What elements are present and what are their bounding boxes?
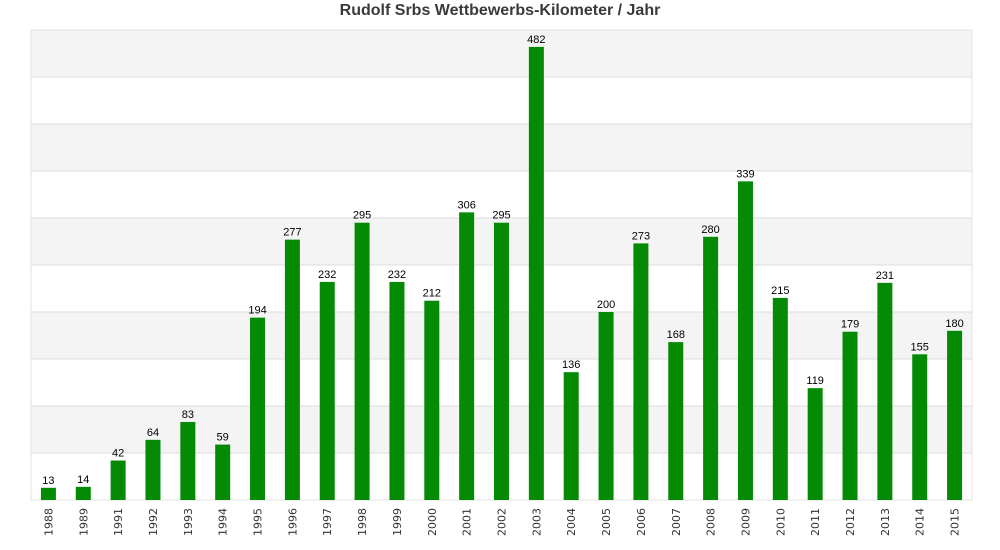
bar bbox=[284, 239, 300, 500]
data-label: 14 bbox=[77, 474, 89, 486]
x-tick-label: 2015 bbox=[949, 508, 962, 536]
data-label: 231 bbox=[876, 270, 894, 282]
bar bbox=[424, 300, 440, 500]
data-label: 212 bbox=[423, 288, 441, 300]
x-tick-label: 1997 bbox=[321, 508, 334, 536]
x-tick-label: 1988 bbox=[42, 508, 55, 536]
x-tick-label: 2000 bbox=[426, 508, 439, 536]
bar bbox=[494, 222, 509, 500]
bar bbox=[40, 487, 56, 500]
bar bbox=[598, 312, 614, 500]
data-label: 280 bbox=[701, 224, 719, 236]
x-tick-label: 1996 bbox=[286, 508, 299, 536]
data-label: 200 bbox=[597, 299, 615, 311]
x-tick-label: 2010 bbox=[774, 508, 787, 536]
x-tick-label: 1999 bbox=[391, 508, 404, 536]
x-tick-label: 2002 bbox=[496, 508, 509, 536]
data-label: 155 bbox=[911, 341, 929, 353]
bar bbox=[354, 222, 370, 500]
x-tick-label: 1992 bbox=[147, 508, 160, 536]
data-label: 59 bbox=[217, 432, 229, 444]
bar bbox=[459, 212, 475, 501]
grid-band bbox=[31, 77, 972, 124]
x-tick-label: 2011 bbox=[809, 508, 822, 536]
bar bbox=[772, 297, 788, 500]
bar bbox=[737, 181, 753, 500]
x-tick-label: 1989 bbox=[77, 508, 90, 536]
x-tick-label: 2007 bbox=[670, 508, 683, 536]
data-label: 232 bbox=[318, 269, 336, 281]
data-label: 119 bbox=[806, 375, 824, 387]
x-tick-label: 1994 bbox=[217, 508, 230, 536]
bar bbox=[703, 236, 719, 501]
data-label: 42 bbox=[112, 448, 124, 460]
data-label: 179 bbox=[841, 319, 859, 331]
data-label: 83 bbox=[182, 409, 194, 421]
bar bbox=[389, 281, 405, 500]
data-label: 482 bbox=[527, 34, 545, 46]
grid-band bbox=[31, 171, 972, 218]
x-tick-label: 1991 bbox=[112, 508, 125, 536]
bar bbox=[633, 243, 649, 500]
data-label: 136 bbox=[562, 359, 580, 371]
x-tick-label: 1995 bbox=[252, 508, 265, 536]
bar bbox=[75, 486, 91, 500]
x-tick-label: 2008 bbox=[705, 508, 718, 536]
x-tick-label: 2003 bbox=[530, 508, 543, 536]
data-label: 277 bbox=[283, 227, 301, 239]
x-tick-label: 2001 bbox=[461, 508, 474, 536]
x-tick-label: 1993 bbox=[182, 508, 195, 536]
bar bbox=[250, 317, 266, 500]
data-label: 306 bbox=[457, 199, 475, 211]
data-label: 194 bbox=[248, 305, 266, 317]
chart-title: Rudolf Srbs Wettbewerbs-Kilometer / Jahr bbox=[339, 2, 661, 19]
bar bbox=[807, 388, 823, 500]
bar bbox=[528, 46, 544, 501]
bar bbox=[319, 281, 335, 500]
data-label: 168 bbox=[667, 329, 685, 341]
data-label: 295 bbox=[492, 210, 510, 222]
data-label: 232 bbox=[388, 269, 406, 281]
bar bbox=[563, 372, 579, 500]
data-label: 295 bbox=[353, 210, 371, 222]
data-label: 273 bbox=[632, 230, 650, 242]
bar bbox=[877, 282, 893, 500]
data-label: 215 bbox=[771, 285, 789, 297]
x-tick-label: 2014 bbox=[914, 508, 927, 536]
x-tick-label: 1998 bbox=[356, 508, 369, 536]
data-label: 339 bbox=[736, 168, 754, 180]
bar bbox=[668, 342, 684, 500]
bar bbox=[180, 421, 196, 500]
bar bbox=[110, 460, 126, 500]
bar bbox=[215, 444, 231, 500]
x-tick-label: 2006 bbox=[635, 508, 648, 536]
bar bbox=[912, 354, 928, 500]
bar bbox=[145, 439, 161, 500]
bar bbox=[947, 330, 963, 500]
data-label: 13 bbox=[42, 475, 54, 487]
data-label: 64 bbox=[147, 427, 159, 439]
bar bbox=[842, 331, 858, 500]
x-tick-label: 2005 bbox=[600, 508, 613, 536]
x-tick-label: 2013 bbox=[879, 508, 892, 536]
x-tick-label: 2004 bbox=[565, 508, 578, 536]
grid-band bbox=[31, 124, 972, 171]
x-tick-label: 2012 bbox=[844, 508, 857, 536]
grid-band bbox=[31, 30, 972, 77]
x-tick-label: 2009 bbox=[739, 508, 752, 536]
data-label: 180 bbox=[945, 318, 963, 330]
